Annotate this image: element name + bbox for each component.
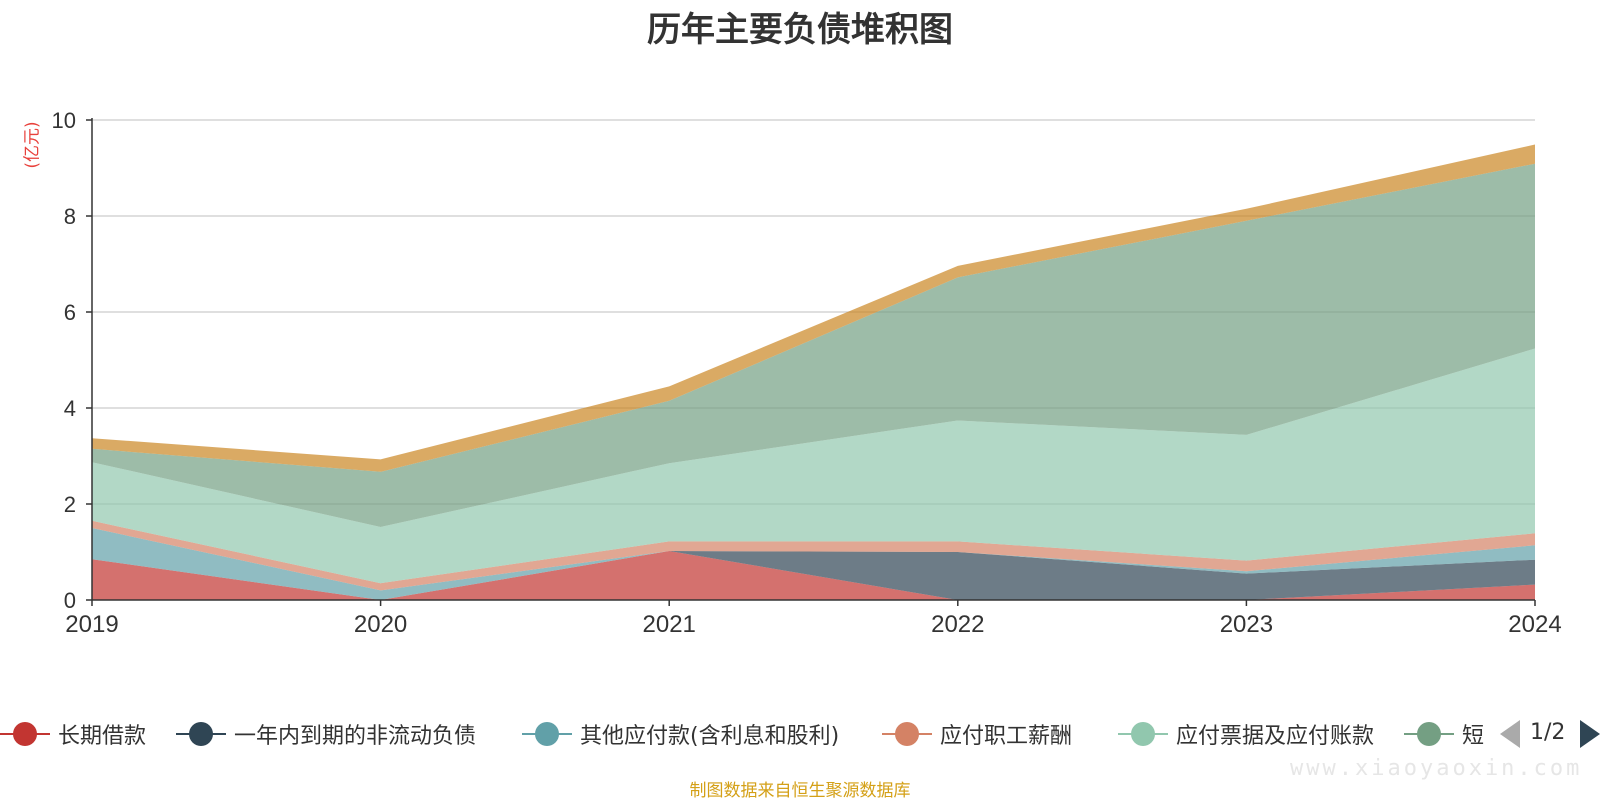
x-tick-label: 2019 [65,611,118,638]
area-series-1 [92,551,1535,600]
legend-item[interactable]: 短 [1404,714,1484,754]
legend-label: 应付票据及应付账款 [1176,724,1375,749]
legend-marker-icon [1118,719,1168,749]
x-tick-label: 2024 [1508,611,1561,638]
legend-prev-arrow-icon[interactable] [1500,720,1520,748]
legend-next-arrow-icon[interactable] [1580,720,1600,748]
legend-label: 长期借款 [58,724,147,749]
x-tick-label: 2021 [643,611,696,638]
legend-pager: 1/2 [1500,714,1600,754]
legend-marker-icon [1404,719,1454,749]
legend-item[interactable]: 长期借款 [0,714,146,754]
y-tick-label: 10 [52,108,76,133]
area-series-6 [92,144,1535,472]
x-tick-label: 2020 [354,611,407,638]
y-tick-label: 6 [64,300,76,325]
legend-label: 应付职工薪酬 [940,724,1073,749]
legend-item[interactable]: 一年内到期的非流动负债 [176,714,476,754]
legend-marker-icon [176,719,226,749]
area-series-4 [92,348,1535,584]
legend-item[interactable]: 应付职工薪酬 [882,714,1072,754]
legend-label: 一年内到期的非流动负债 [234,724,477,749]
watermark: www.xiaoyaoxin.com [1290,756,1583,781]
area-series-3 [92,520,1535,591]
legend-label: 短 [1462,724,1485,749]
legend-item[interactable]: 其他应付款(含利息和股利) [522,714,839,754]
source-note: 制图数据来自恒生聚源数据库 [689,781,911,801]
legend-label: 其他应付款(含利息和股利) [580,724,840,749]
plot-area: 0 2 4 6 8 10 2019 2020 2021 2022 2023 2024 [52,108,1562,638]
y-tick-label: 8 [64,204,76,229]
legend-item[interactable]: 应付票据及应付账款 [1118,714,1374,754]
legend-marker-icon [882,719,932,749]
legend-marker-icon [0,719,50,749]
y-tick-label: 4 [64,396,76,421]
x-tick-label: 2022 [931,611,984,638]
area-series-5 [92,163,1535,527]
x-tick-label: 2023 [1220,611,1273,638]
y-tick-label: 0 [64,588,76,613]
chart-title: 历年主要负债堆积图 [647,10,953,50]
y-tick-label: 2 [64,492,76,517]
area-series-2 [92,528,1535,600]
legend: 长期借款 一年内到期的非流动负债 其他应付款(含利息和股利) 应付职工薪酬 应付票据及应… [0,714,1500,754]
legend-page-indicator: 1/2 [1530,720,1566,745]
legend-marker-icon [522,719,572,749]
